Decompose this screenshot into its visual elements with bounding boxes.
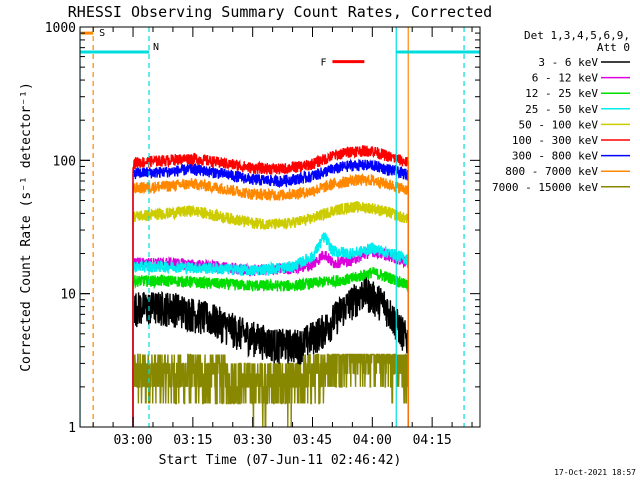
legend-label-3: 25 - 50 keV [525,103,598,116]
footer-timestamp: 17-Oct-2021 18:57 [554,468,636,477]
x-tick-label-4: 04:00 [353,433,392,448]
legend-header-0: Det 1,3,4,5,6,9, [524,29,630,42]
legend-label-6: 300 - 800 keV [512,150,598,163]
legend-label-0: 3 - 6 keV [538,56,598,69]
y-tick-label-1: 10 [60,288,76,303]
x-tick-label-1: 03:15 [173,433,212,448]
annotation-label-2: F [320,58,326,69]
legend-header-1: Att 0 [597,41,630,54]
series-line-0 [132,275,409,427]
series-line-5 [132,144,409,427]
x-tick-label-0: 03:00 [113,433,152,448]
series-line-7 [132,172,409,427]
x-tick-label-2: 03:30 [233,433,272,448]
legend-label-1: 6 - 12 keV [532,72,599,85]
y-tick-label-0: 1 [68,421,76,436]
chart-title: RHESSI Observing Summary Count Rates, Co… [68,3,492,21]
plot-area [80,27,480,427]
series-line-6 [132,158,409,427]
plot-frame [79,26,481,428]
x-tick-label-5: 04:15 [413,433,452,448]
annotation-label-0: S [99,28,105,39]
series-line-3 [132,231,409,427]
series-line-4 [132,200,409,427]
legend-label-8: 7000 - 15000 keV [492,181,598,194]
legend-label-5: 100 - 300 keV [512,134,598,147]
legend-label-4: 50 - 100 keV [519,118,599,131]
series-line-2 [132,267,409,427]
annotation-label-1: N [153,42,159,53]
x-tick-label-3: 03:45 [293,433,332,448]
x-axis-label: Start Time (07-Jun-11 02:46:42) [159,453,402,468]
legend-label-2: 12 - 25 keV [525,87,598,100]
legend-label-7: 800 - 7000 keV [505,165,598,178]
y-tick-label-2: 100 [53,154,76,169]
y-axis-label: Corrected Count Rate (s⁻¹ detector⁻¹) [19,82,34,372]
y-tick-label-3: 1000 [45,21,76,36]
series-line-8 [132,353,409,427]
